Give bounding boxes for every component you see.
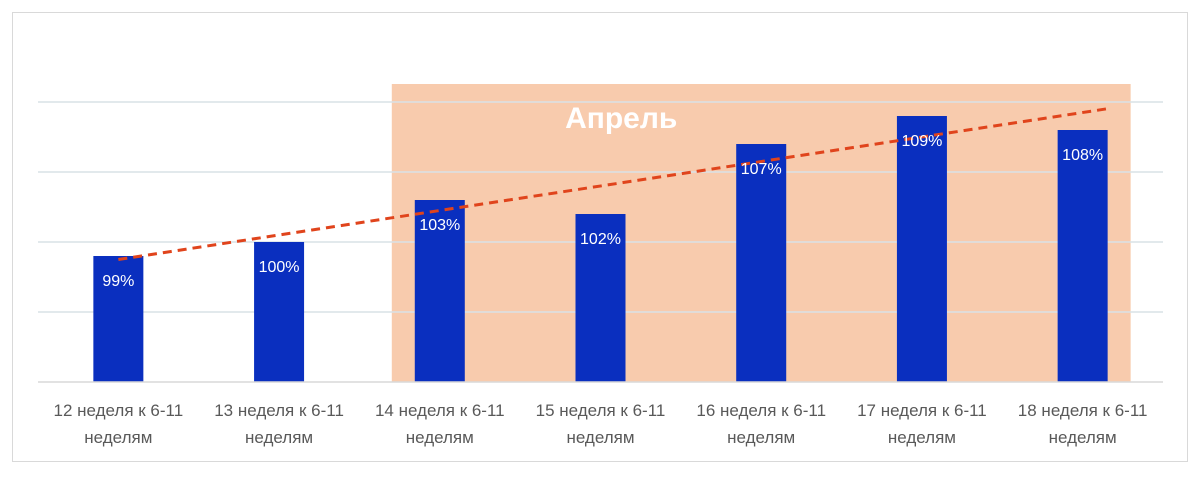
x-tick-label: 14 неделя к 6-11 неделям xyxy=(375,401,505,447)
x-tick-label: 17 неделя к 6-11 неделям xyxy=(857,401,987,447)
data-label: 107% xyxy=(741,161,782,178)
x-tick-label: 13 неделя к 6-11 неделям xyxy=(214,401,344,447)
x-tick-label: 16 неделя к 6-11 неделям xyxy=(696,401,826,447)
data-label: 102% xyxy=(580,231,621,248)
data-label: 100% xyxy=(259,259,300,276)
bar xyxy=(414,200,465,382)
x-tick-label: 18 неделя к 6-11 неделям xyxy=(1018,401,1148,447)
data-label: 108% xyxy=(1062,147,1103,164)
chart-frame xyxy=(12,12,1188,462)
bar xyxy=(93,256,144,382)
bar xyxy=(575,214,626,382)
band-label: Апрель xyxy=(565,102,677,135)
bar xyxy=(896,116,947,382)
bar xyxy=(1057,130,1108,382)
x-tick-label: 12 неделя к 6-11 неделям xyxy=(54,401,184,447)
bar xyxy=(736,144,787,382)
data-label: 103% xyxy=(419,217,460,234)
x-tick-label: 15 неделя к 6-11 неделям xyxy=(536,401,666,447)
bar xyxy=(254,242,305,382)
data-label: 99% xyxy=(102,273,134,290)
trend-line xyxy=(118,107,1108,261)
data-label: 109% xyxy=(901,133,942,150)
